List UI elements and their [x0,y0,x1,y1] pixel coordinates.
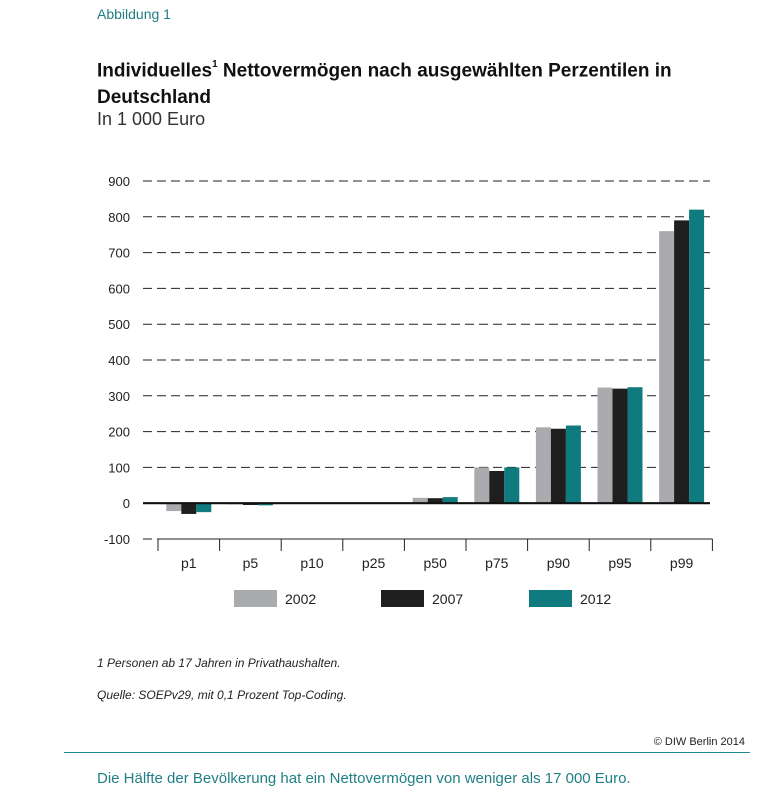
legend-label-2012: 2012 [580,591,611,607]
x-tick-label: p10 [300,555,324,571]
y-tick-label: 100 [108,460,130,475]
legend-swatch-2007 [381,590,424,607]
bar-2007-p1 [181,503,197,514]
title-text: Individuelles [97,60,213,82]
bar-2002-p75 [474,467,490,504]
y-tick-label: 400 [108,353,130,368]
bar-2012-p75 [504,467,520,504]
bar-2012-p90 [565,425,581,504]
bar-2012-p95 [627,387,643,504]
bar-2007-p95 [612,388,628,504]
bar-2012-p1 [196,503,212,513]
y-tick-label: 700 [108,246,130,261]
x-tick-label: p75 [485,555,509,571]
x-tick-label: p25 [362,555,386,571]
bar-2007-p99 [674,220,690,504]
bottom-note: Die Hälfte der Bevölkerung hat ein Netto… [97,770,631,787]
bar-2012-p50 [442,497,458,504]
y-tick-label: 900 [108,174,130,189]
y-tick-label: 0 [123,496,130,511]
x-tick-label: p50 [424,555,448,571]
y-tick-label: 200 [108,425,130,440]
chart-subtitle: In 1 000 Euro [97,109,206,129]
x-tick-label: p1 [181,555,197,571]
bar-2007-p50 [427,498,443,504]
bar-chart: -100 0 100 200 300 400 500 600 700 800 900 p1 p5 p10 p… [104,174,713,607]
legend-swatch-2012 [529,590,572,607]
legend-label-2002: 2002 [285,591,316,607]
bar-2002-p99 [659,231,675,504]
title-superscript: 1 [212,59,218,70]
divider [64,752,750,753]
x-tick-label: p99 [670,555,694,571]
y-tick-label: 800 [108,210,130,225]
bar-2002-p50 [412,497,428,504]
bar-2002-p90 [535,427,551,504]
footnote: 1 Personen ab 17 Jahren in Privathaushal… [97,656,341,670]
bar-2007-p90 [550,428,566,504]
y-tick-label: -100 [104,532,130,547]
y-tick-label: 600 [108,281,130,296]
y-tick-label: 300 [108,389,130,404]
y-tick-label: 500 [108,317,130,332]
figure-label: Abbildung 1 [97,6,171,22]
copyright: © DIW Berlin 2014 [653,736,745,748]
legend-label-2007: 2007 [432,591,463,607]
x-tick-label: p95 [608,555,632,571]
x-tick-label: p90 [547,555,571,571]
legend-swatch-2002 [234,590,277,607]
source-note: Quelle: SOEPv29, mit 0,1 Prozent Top-Cod… [97,688,347,702]
chart-title: Individuelles1 Nettovermögen nach ausgew… [97,53,737,111]
bar-2002-p1 [166,503,182,512]
title-text-rest: Nettovermögen nach ausgewählten Perzenti… [97,60,672,109]
x-tick-label: p5 [243,555,259,571]
bar-2007-p75 [489,470,505,504]
bar-2012-p99 [689,209,705,504]
bar-2002-p95 [597,387,613,504]
